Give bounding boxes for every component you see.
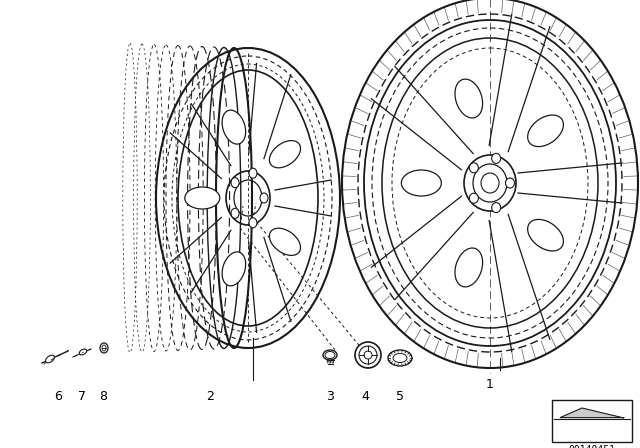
Ellipse shape: [269, 228, 301, 255]
Bar: [552, 400, 632, 442]
Ellipse shape: [102, 345, 106, 351]
Ellipse shape: [401, 170, 442, 196]
Ellipse shape: [325, 352, 335, 358]
Ellipse shape: [455, 79, 483, 118]
Ellipse shape: [231, 178, 239, 188]
Ellipse shape: [231, 208, 239, 218]
Ellipse shape: [464, 155, 516, 211]
Ellipse shape: [388, 350, 412, 366]
Ellipse shape: [481, 173, 499, 193]
Ellipse shape: [222, 110, 246, 144]
Ellipse shape: [527, 115, 563, 146]
Ellipse shape: [249, 168, 257, 178]
Text: 7: 7: [78, 390, 86, 403]
Text: 6: 6: [54, 390, 62, 403]
Ellipse shape: [45, 355, 54, 363]
Ellipse shape: [222, 252, 246, 286]
Polygon shape: [560, 408, 624, 418]
Ellipse shape: [359, 346, 377, 364]
Ellipse shape: [473, 164, 507, 202]
Text: 2: 2: [206, 390, 214, 403]
Ellipse shape: [469, 193, 478, 203]
Text: 5: 5: [396, 390, 404, 403]
Text: 1: 1: [486, 378, 494, 391]
Ellipse shape: [455, 248, 483, 287]
Ellipse shape: [393, 353, 407, 362]
Ellipse shape: [492, 153, 500, 164]
Text: 4: 4: [361, 390, 369, 403]
Ellipse shape: [355, 342, 381, 368]
Ellipse shape: [469, 163, 478, 173]
Ellipse shape: [364, 351, 372, 359]
Ellipse shape: [249, 218, 257, 228]
Ellipse shape: [527, 220, 563, 251]
Ellipse shape: [260, 193, 268, 203]
Ellipse shape: [185, 187, 220, 209]
Ellipse shape: [323, 350, 337, 360]
Ellipse shape: [100, 343, 108, 353]
Ellipse shape: [506, 178, 515, 188]
Text: 00140451: 00140451: [568, 445, 616, 448]
Text: 8: 8: [99, 390, 107, 403]
Ellipse shape: [79, 349, 86, 355]
Ellipse shape: [269, 141, 301, 168]
Ellipse shape: [492, 202, 500, 213]
Text: 3: 3: [326, 390, 334, 403]
